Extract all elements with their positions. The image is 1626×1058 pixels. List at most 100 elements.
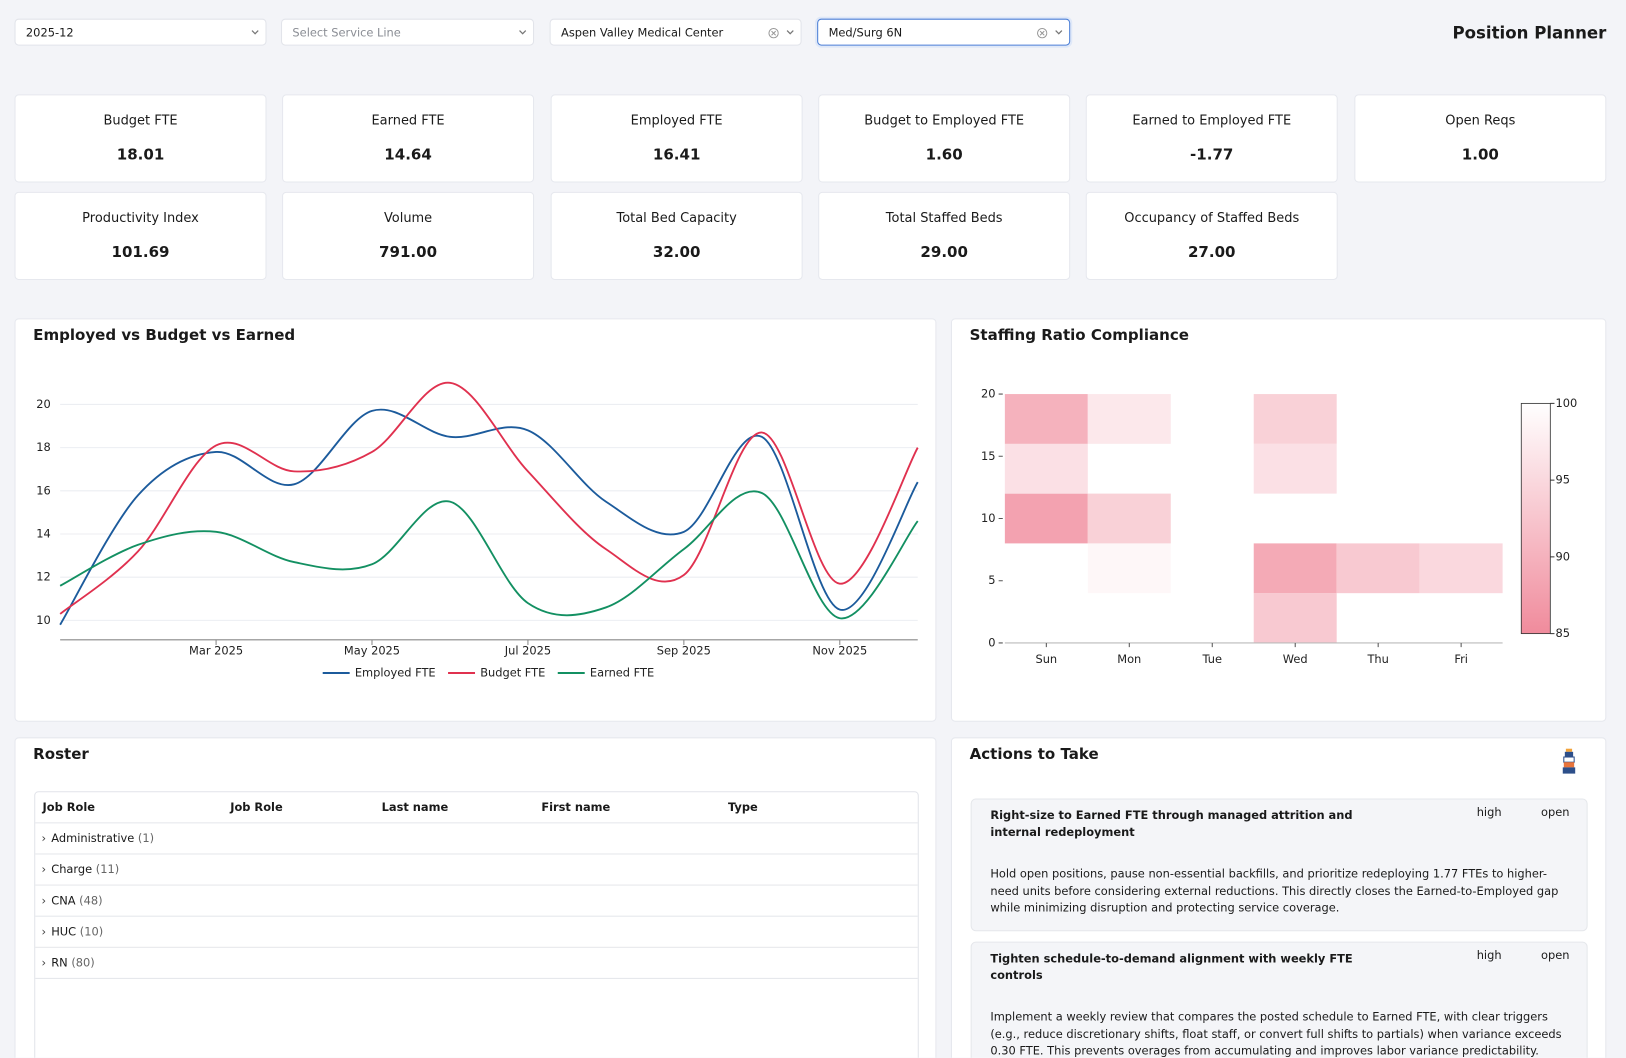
- chevron: [251, 30, 259, 35]
- expand-chevron: ›: [41, 956, 47, 970]
- colorbar-label: 90: [1555, 549, 1570, 563]
- chart-title: Staffing Ratio Compliance: [969, 327, 1189, 345]
- x-tick-label: May 2025: [344, 644, 400, 658]
- legend-label: Earned FTE: [590, 666, 654, 680]
- expand-chevron: ›: [41, 831, 47, 846]
- group-count: (1): [137, 831, 155, 846]
- expand-chevron: ›: [41, 862, 47, 877]
- y-tick-label: 18: [36, 440, 51, 454]
- line-chart-panel: Employed vs Budget vs Earned 10 12 14 16 18 2…: [14, 318, 937, 722]
- clear-icon[interactable]: [768, 28, 779, 39]
- kpi-label: Earned FTE: [371, 111, 445, 128]
- heatmap-cell: [1087, 394, 1171, 444]
- kpi-value: 1.60: [925, 147, 963, 164]
- filter-value: Med/Surg 6N: [828, 25, 903, 40]
- roster-group-row[interactable]: › CNA (48): [35, 884, 918, 916]
- heatmap: Sun Mon Tue Wed Thu Fri 0 5 10 15 20 85 90 95 100: [981, 387, 1577, 666]
- x-tick-label: Fri: [1454, 652, 1468, 666]
- kpi-label: Employed FTE: [630, 111, 723, 128]
- heatmap-cell: [1253, 443, 1337, 494]
- group-name: CNA: [51, 893, 76, 908]
- kpi-card: Occupancy of Staffed Beds 27.00: [1085, 191, 1338, 280]
- kpi-label: Budget FTE: [103, 111, 178, 128]
- select-filter[interactable]: Med/Surg 6N: [817, 18, 1071, 46]
- column-header: Last name: [381, 800, 449, 815]
- group-count: (48): [79, 893, 103, 908]
- kpi-value: 27.00: [1187, 244, 1236, 262]
- y-tick-label: 14: [36, 527, 51, 541]
- heatmap-cell: [1004, 394, 1088, 444]
- chevron: [786, 30, 794, 35]
- clear-icon[interactable]: [1037, 28, 1048, 39]
- kpi-card: Budget to Employed FTE 1.60: [818, 94, 1071, 183]
- y-tick-label: 15: [981, 449, 996, 463]
- kpi-value: 101.69: [111, 244, 170, 262]
- colorbar-label: 85: [1555, 626, 1570, 640]
- action-priority: high: [1476, 948, 1502, 963]
- legend-label: Budget FTE: [480, 666, 545, 680]
- column-header: Job Role: [230, 800, 283, 815]
- heatmap-cell: [1253, 543, 1337, 594]
- group-name: Administrative: [51, 831, 135, 846]
- roster-panel: Roster Job Role Job Role Last name First na…: [14, 737, 937, 1058]
- group-name: Charge: [51, 862, 93, 877]
- kpi-card: Earned to Employed FTE -1.77: [1085, 94, 1338, 183]
- roster-title: Roster: [33, 746, 89, 764]
- line-chart: 10 12 14 16 18 20 Mar 2025 May 2025 Jul 2025 Sep …: [36, 381, 919, 680]
- action-card: Right-size to Earned FTE through managed…: [970, 798, 1588, 931]
- filter-value: Aspen Valley Medical Center: [561, 25, 724, 40]
- series-line: [59, 408, 919, 626]
- actions-panel: Actions to Take Right-size to Earned FTE…: [950, 737, 1607, 1058]
- kpi-label: Earned to Employed FTE: [1132, 111, 1292, 128]
- kpi-value: 1.00: [1461, 147, 1499, 164]
- heatmap-cell: [1336, 543, 1420, 594]
- y-tick-label: 5: [988, 573, 995, 587]
- column-header: First name: [541, 800, 611, 815]
- kpi-value: -1.77: [1190, 147, 1234, 164]
- heatmap-cell: [1004, 493, 1088, 544]
- action-title: Right-size to Earned FTE through managed…: [990, 808, 1353, 839]
- kpi-card: Volume 791.00: [282, 191, 535, 280]
- kpi-card: Total Staffed Beds 29.00: [818, 191, 1071, 280]
- series-line: [59, 490, 919, 620]
- group-name: RN: [51, 956, 68, 970]
- roster-group-row[interactable]: › Charge (11): [35, 853, 918, 884]
- heatmap-cell: [1004, 443, 1088, 494]
- row-divider: [35, 977, 918, 979]
- group-count: (10): [79, 925, 104, 939]
- kpi-value: 29.00: [920, 244, 968, 262]
- lighthouse-icon: [1562, 748, 1576, 774]
- action-title: Tighten schedule-to-demand alignment wit…: [990, 951, 1353, 983]
- column-header: Type: [727, 800, 758, 815]
- chevron: [519, 30, 527, 35]
- kpi-label: Total Staffed Beds: [885, 209, 1003, 226]
- select-filter[interactable]: Select Service Line: [281, 18, 535, 46]
- legend: Employed FTE Budget FTE Earned FTE: [322, 666, 654, 680]
- select-filter[interactable]: 2025-12: [14, 18, 267, 46]
- colorbar: [1520, 402, 1551, 635]
- roster-group-row[interactable]: › Administrative (1): [35, 822, 918, 853]
- heatmap-cell: [1253, 593, 1337, 643]
- kpi-label: Total Bed Capacity: [616, 209, 737, 226]
- x-tick-label: Nov 2025: [812, 644, 867, 658]
- page-title: Position Planner: [1452, 22, 1607, 43]
- roster-group-row[interactable]: › RN (80): [35, 946, 918, 978]
- y-tick-label: 12: [36, 570, 51, 584]
- x-tick-label: Jul 2025: [504, 644, 551, 658]
- heatmap-cell: [1419, 543, 1503, 594]
- roster-table: Job Role Job Role Last name First name Type ›…: [34, 791, 919, 1058]
- kpi-card: Productivity Index 101.69: [14, 191, 267, 280]
- legend-label: Employed FTE: [355, 666, 436, 680]
- y-tick-label: 0: [988, 635, 995, 649]
- group-name: HUC: [51, 925, 77, 939]
- action-priority: high: [1476, 805, 1502, 820]
- x-tick-label: Sep 2025: [657, 644, 711, 658]
- actions-title: Actions to Take: [969, 746, 1099, 764]
- kpi-value: 16.41: [652, 147, 701, 164]
- roster-group-row[interactable]: › HUC (10): [35, 915, 918, 947]
- select-filter[interactable]: Aspen Valley Medical Center: [549, 18, 802, 46]
- kpi-value: 14.64: [384, 147, 432, 164]
- y-tick-label: 20: [981, 387, 996, 401]
- kpi-label: Budget to Employed FTE: [864, 111, 1025, 128]
